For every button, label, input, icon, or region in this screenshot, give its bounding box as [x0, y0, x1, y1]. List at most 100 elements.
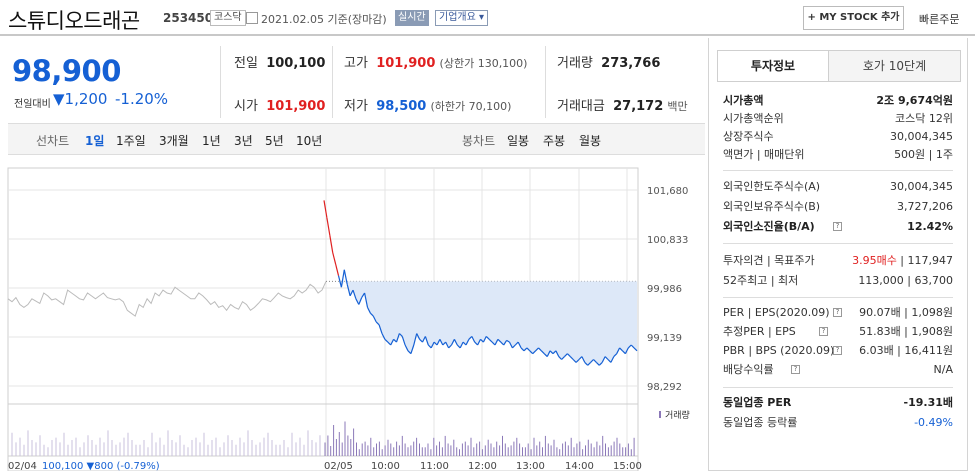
today-price-segment	[427, 344, 432, 349]
info-row: 상장주식수 30,004,345	[723, 130, 953, 143]
tab-1y[interactable]: 1년	[202, 134, 221, 148]
today-price-segment	[517, 341, 522, 349]
tab-monthly-candle[interactable]: 월봉	[579, 134, 602, 148]
high-price: 고가 101,900 (상한가 130,100)	[344, 56, 528, 71]
today-price-segment	[398, 333, 403, 337]
today-price-segment	[578, 356, 583, 360]
today-price-segment	[584, 361, 589, 366]
today-price-segment	[349, 289, 354, 297]
info-row: 액면가 | 매매단위 500원 | 1주	[723, 148, 953, 161]
today-price-segment	[462, 341, 467, 346]
tab-5y[interactable]: 5년	[265, 134, 284, 148]
today-price-segment	[448, 344, 452, 349]
info-row: PBR | BPS (2020.09)? 6.03배 | 16,411원	[723, 344, 953, 357]
help-icon[interactable]: ?	[833, 222, 842, 231]
info-row: 동일업종 PER -19.31배	[723, 396, 953, 409]
today-price-segment	[346, 284, 351, 297]
today-price-segment	[465, 339, 470, 346]
y-tick-label: 98,292	[647, 382, 682, 393]
today-price-segment	[546, 350, 551, 357]
today-price-segment	[355, 298, 360, 305]
chart-period-tabs: 선차트 1일 1주일 3개월 1년 3년 5년 10년 봉차트 일봉 주봉 월봉	[8, 123, 705, 155]
info-row: 투자의견 | 목표주가 3.95매수 | 117,947	[723, 254, 953, 267]
today-price-segment	[610, 356, 615, 363]
info-row: 외국인소진율(B/A)? 12.42%	[723, 220, 953, 233]
info-row: 시가총액순위 코스닥 12위	[723, 112, 953, 125]
today-price-segment	[456, 344, 461, 349]
today-price-segment	[506, 339, 510, 343]
help-icon[interactable]: ?	[833, 308, 842, 317]
today-price-segment	[433, 341, 438, 346]
y-tick-label: 101,680	[647, 186, 688, 197]
prev-day-summary: 100,100 ▼800 (-0.79%)	[42, 461, 160, 471]
below-prev-close-fill	[324, 281, 637, 366]
realtime-button[interactable]: 실시간	[395, 10, 429, 26]
x-tick-label: 10:00	[371, 461, 400, 471]
today-price-segment	[352, 289, 357, 299]
today-price-segment	[468, 335, 473, 340]
tab-1w[interactable]: 1주일	[116, 134, 146, 148]
tab-3m[interactable]: 3개월	[159, 134, 189, 148]
company-info-dropdown[interactable]: 기업개요 ▾	[435, 10, 488, 26]
today-price-segment	[332, 252, 337, 265]
quote-summary: 전일 100,100 시가 101,900 고가 101,900 (상한가 13…	[220, 38, 704, 122]
price-box: 98,900 전일대비 ▼1,200 -1.20%	[8, 38, 208, 122]
today-price-segment	[366, 307, 371, 314]
x-tick-label: 12:00	[468, 461, 497, 471]
today-price-segment	[514, 341, 519, 346]
today-price-segment	[419, 338, 423, 343]
today-price-segment	[624, 347, 629, 354]
today-price-segment	[587, 361, 592, 366]
help-icon[interactable]: ?	[833, 346, 842, 355]
today-price-segment	[381, 333, 386, 340]
calendar-icon	[246, 12, 258, 24]
today-price-segment	[474, 341, 479, 346]
today-price-segment	[401, 336, 406, 346]
info-row: PER | EPS(2020.09)? 90.07배 | 1,098원	[723, 306, 953, 319]
today-price-segment	[529, 350, 534, 355]
tab-investment-info[interactable]: 투자정보	[717, 50, 829, 82]
today-price-segment	[421, 336, 426, 343]
today-price-segment	[523, 347, 528, 352]
today-price-segment	[555, 350, 560, 357]
tab-3y[interactable]: 3년	[234, 134, 253, 148]
help-icon[interactable]: ?	[791, 365, 800, 374]
today-price-segment	[485, 335, 490, 340]
today-price-segment	[630, 344, 635, 349]
today-price-segment	[540, 350, 545, 355]
base-date: 2021.02.05 기준(장마감)	[261, 13, 387, 26]
today-price-segment	[598, 361, 603, 366]
today-price-segment	[442, 341, 447, 346]
today-price-segment	[439, 339, 444, 346]
volume-legend-label: 거래량	[665, 409, 690, 421]
today-price-segment	[335, 263, 340, 276]
today-price-segment	[369, 312, 374, 317]
tab-1d[interactable]: 1일	[85, 134, 105, 148]
today-price-segment	[619, 347, 623, 352]
today-price-segment	[372, 315, 377, 323]
today-price-segment	[436, 339, 441, 346]
today-price-segment	[581, 356, 586, 363]
today-price-segment	[459, 341, 464, 349]
today-price-segment	[413, 333, 418, 346]
help-icon[interactable]: ?	[819, 327, 828, 336]
open-price: 시가 101,900	[234, 99, 326, 114]
price-chart[interactable]: 101,680 100,833 99,986 99,139 98,292 거래량 02/05…	[0, 156, 705, 471]
tab-weekly-candle[interactable]: 주봉	[543, 134, 566, 148]
tab-10y[interactable]: 10년	[296, 134, 323, 148]
tab-hoga-10[interactable]: 호가 10단계	[828, 50, 961, 82]
today-price-segment	[337, 275, 342, 288]
add-my-stock-button[interactable]: + MY STOCK 추가	[803, 6, 904, 30]
y-tick-label: 99,139	[647, 333, 682, 344]
today-price-segment	[552, 350, 557, 355]
today-price-segment	[453, 339, 458, 346]
quick-order-link[interactable]: 빠른주문	[919, 13, 960, 26]
today-price-segment	[384, 338, 389, 343]
price-change: ▼1,200	[53, 90, 108, 108]
stock-header: 스튜디오드래곤 253450 코스닥 2021.02.05 기준(장마감) 실시…	[0, 0, 975, 36]
tab-daily-candle[interactable]: 일봉	[507, 134, 530, 148]
today-price-segment	[375, 321, 380, 326]
today-price-segment	[445, 341, 450, 349]
investment-info-panel: 투자정보 호가 10단계 시가총액 2조 9,674억원 시가총액순위 코스닥 12…	[708, 38, 968, 471]
